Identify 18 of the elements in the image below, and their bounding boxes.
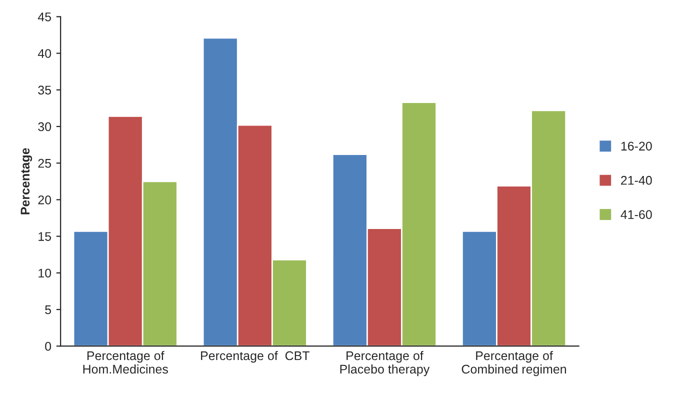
y-tick-label: 15 xyxy=(38,232,52,241)
x-tick-label: Percentage of Combined regimen xyxy=(462,350,566,376)
x-tick-label: Percentage of Hom.Medicines xyxy=(83,350,168,374)
y-tick-label: 35 xyxy=(38,86,52,95)
y-tick-label: 10 xyxy=(38,268,52,278)
y-axis-title: Percentage xyxy=(20,148,32,214)
y-tick-label: 20 xyxy=(38,195,52,204)
y-tick-label: 25 xyxy=(38,158,52,168)
x-tick-label: Percentage of CBT xyxy=(201,350,310,363)
legend-label: 21-40 xyxy=(621,176,652,185)
y-tick-label: 5 xyxy=(45,305,52,314)
y-tick-label: 45 xyxy=(38,12,52,22)
legend-label: 16-20 xyxy=(621,142,652,151)
y-tick-label: 30 xyxy=(38,122,52,132)
legend-label: 41-60 xyxy=(620,210,652,219)
x-tick-label: Percentage of Placebo therapy xyxy=(340,350,430,376)
y-tick-label: 0 xyxy=(45,342,52,351)
y-tick-label: 40 xyxy=(38,49,52,58)
